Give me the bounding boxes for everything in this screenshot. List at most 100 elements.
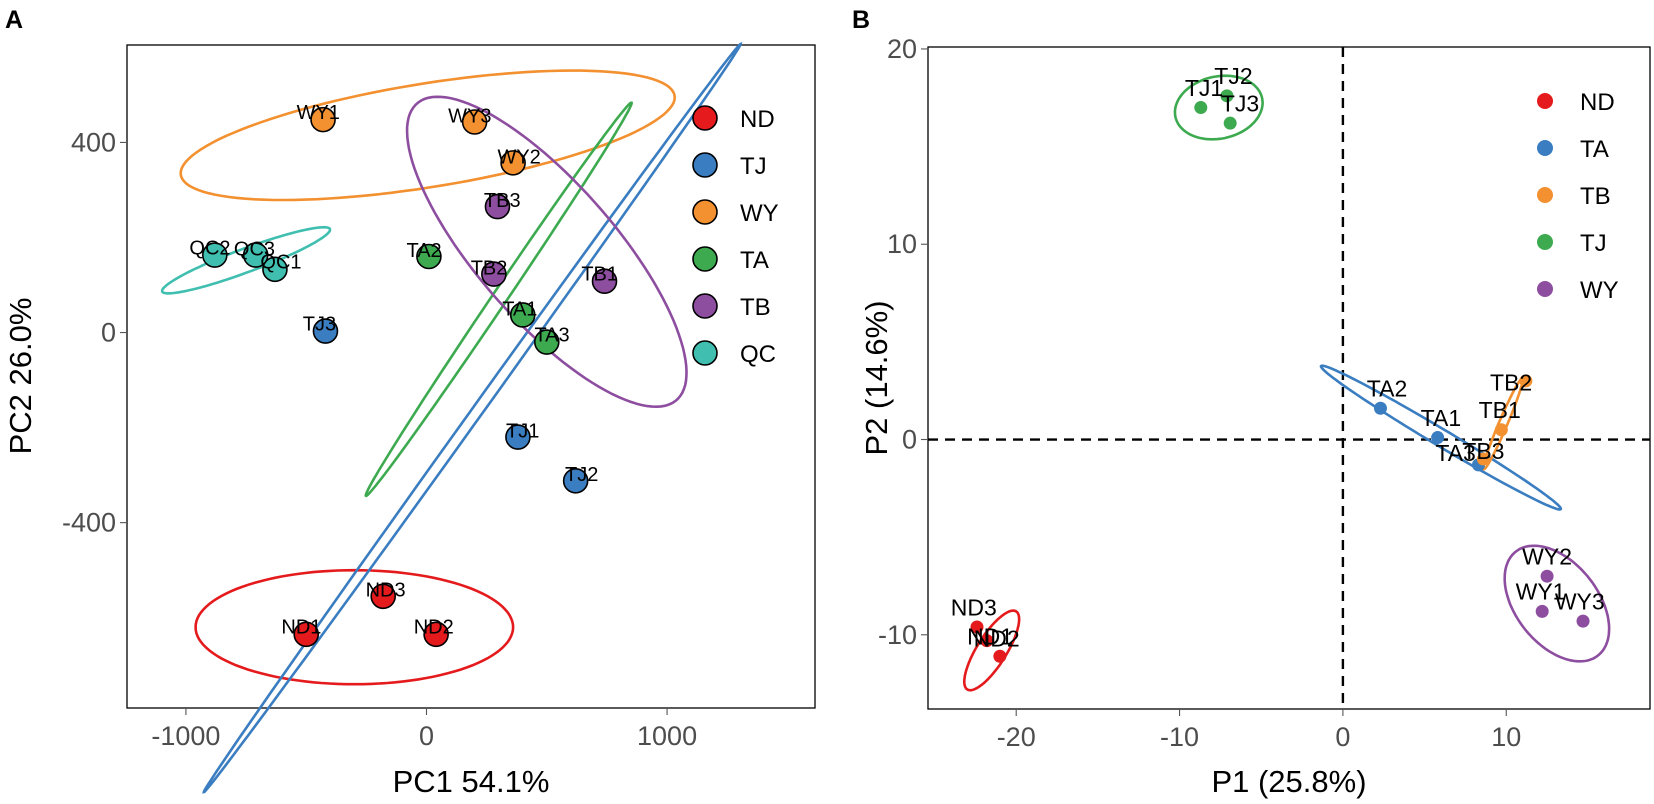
panel-a-label-wy2: WY2 [497, 146, 540, 168]
panel-a-ellipse-nd [194, 568, 515, 686]
panel-b-label-ta3: TA3 [1435, 440, 1475, 466]
panel-a-legend-label-nd: ND [740, 106, 775, 133]
panel-b-ellipse-wy [1503, 544, 1611, 663]
panel-a-x-tick-label: 1000 [637, 721, 697, 751]
panel-b-y-tick-label: 20 [887, 34, 917, 64]
panel-a-x-tick-label: -1000 [151, 721, 220, 751]
panel-a-label-nd2: ND2 [414, 617, 454, 639]
panel-a-label-tj2: TJ2 [565, 464, 598, 486]
panel-b-label-ta1: TA1 [1421, 405, 1461, 431]
panel-a-label-qc3: QC3 [234, 238, 275, 260]
panel-b-legend-key-wy [1537, 281, 1553, 297]
panel-a-axis-ticks: -1000 0 1000 -400 0 400 [62, 127, 697, 751]
panel-b-point-tb2 [1519, 374, 1533, 388]
panel-b-point-tb3 [1476, 452, 1490, 466]
panel-b-point-tj3 [1223, 116, 1237, 130]
panel-a-legend-label-ta: TA [740, 247, 769, 274]
panel-b-y-tick-label: -10 [878, 620, 917, 650]
panel-b-point-wy2 [1540, 569, 1554, 583]
panel-b-x-axis-label: P1 (25.8%) [1211, 764, 1366, 799]
panel-b-reference-lines [928, 47, 1650, 709]
panel-a-y-axis-label: PC2 26.0% [3, 298, 38, 455]
panel-b-ellipses [963, 74, 1611, 692]
panel-b-label-nd3: ND3 [951, 594, 997, 620]
panel-b-point-tj2 [1220, 89, 1234, 103]
panel-a-ellipse-qc [160, 225, 332, 295]
panel-a-legend-label-qc: QC [740, 341, 776, 368]
panel-b-y-axis-label: P2 (14.6%) [859, 300, 894, 455]
panel-b-ellipse-ta [1319, 364, 1563, 511]
panel-a-label-nd3: ND3 [366, 580, 406, 602]
panel-b-label-tb3: TB3 [1462, 438, 1504, 464]
panel-b-point-tb1 [1494, 423, 1508, 437]
panel-a-label-tj3: TJ3 [303, 313, 336, 335]
panel-a-point-nd2 [423, 621, 449, 648]
panel-a-point-tj2 [562, 468, 589, 494]
panel-b-legend-label-tb: TB [1580, 183, 1611, 210]
panel-a-point-tb1 [591, 268, 618, 295]
panel-a-point-tb2 [481, 261, 507, 287]
panel-a-point-qc1 [262, 256, 288, 283]
panel-a-point-wy2 [500, 150, 526, 176]
panel-b-label-tj2: TJ2 [1214, 63, 1252, 89]
panel-a-label-tj1: TJ1 [506, 421, 539, 443]
panel-b-label-tb2: TB2 [1490, 370, 1532, 396]
panel-b-label-tb1: TB1 [1479, 397, 1521, 423]
panel-a-label-wy1: WY1 [297, 102, 340, 124]
panel-a-point-tj1 [505, 424, 531, 450]
panel-b-legend-key-ta [1537, 140, 1553, 156]
panel-a-label-ta2: TA2 [406, 240, 441, 262]
panel-b-ellipse-tj [1173, 74, 1264, 141]
panel-a-legend: ND TJ WY TA TB QC [692, 105, 779, 368]
panel-a-label-ta1: TA1 [502, 298, 537, 320]
panel-a-legend-label-tb: TB [740, 294, 771, 321]
panel-a-y-tick-label: -400 [62, 508, 116, 538]
panel-b-point-nd2 [993, 649, 1007, 663]
panel-a-point-wy3 [461, 109, 488, 135]
panel-b-x-tick-label: -20 [997, 722, 1036, 752]
panel-b-letter: B [852, 6, 870, 34]
panel-b-legend-key-tb [1537, 187, 1553, 203]
panel-a-label-tb1: TB1 [581, 263, 618, 285]
panel-b-points [970, 89, 1590, 663]
panel-a-legend-label-tj: TJ [740, 153, 767, 180]
panel-a-x-axis-label: PC1 54.1% [393, 764, 550, 799]
panel-b-axis-ticks: -20 -10 0 10 -10 0 10 20 [878, 34, 1521, 752]
panel-b-legend-label-tj: TJ [1580, 230, 1607, 257]
panel-b-label-wy1: WY1 [1516, 579, 1566, 605]
panel-b-x-tick-label: 0 [1335, 722, 1350, 752]
panel-a-point-wy1 [310, 106, 336, 133]
panel-a-label-qc1: QC1 [260, 252, 301, 274]
panel-a-point-tb3 [484, 193, 511, 220]
panel-a-legend-label-wy: WY [740, 200, 779, 227]
panel-a-label-tb3: TB3 [484, 190, 521, 212]
panel-b-label-nd2: ND2 [974, 626, 1020, 652]
panel-a-point-ta2 [416, 243, 442, 270]
panel-a-points [202, 106, 618, 648]
panel-b-label-wy3: WY3 [1555, 588, 1605, 614]
panel-a-ellipse-tj [202, 41, 743, 794]
panel-a-ellipses [160, 41, 743, 794]
panel-a-ellipse-tb [405, 95, 688, 409]
panel-a-legend-key-wy [692, 199, 718, 225]
panel-a-label-tb2: TB2 [471, 258, 508, 280]
panel-a-legend-key-tb [692, 293, 718, 319]
panel-a-legend-key-ta [692, 246, 718, 272]
panel-a-point-qc3 [242, 242, 269, 268]
panel-b-label-ta2: TA2 [1367, 376, 1407, 402]
panel-b-label-tj1: TJ1 [1185, 75, 1223, 101]
panel-b-ellipse-tb [1482, 377, 1524, 471]
panel-b-legend-label-ta: TA [1580, 136, 1609, 163]
panel-b-label-tj3: TJ3 [1221, 90, 1259, 116]
panel-a-legend-key-qc [692, 340, 718, 366]
panel-a-label-qc2: QC2 [189, 237, 230, 259]
panel-b-point-wy1 [1535, 604, 1549, 618]
panel-a-point-ta3 [533, 329, 560, 355]
panel-a-letter: A [5, 6, 23, 34]
panel-b-label-wy2: WY2 [1522, 543, 1572, 569]
panel-b-ellipse-nd [963, 609, 1021, 692]
panel-b-legend-key-tj [1537, 234, 1553, 250]
panel-a-point-tj3 [312, 318, 339, 344]
